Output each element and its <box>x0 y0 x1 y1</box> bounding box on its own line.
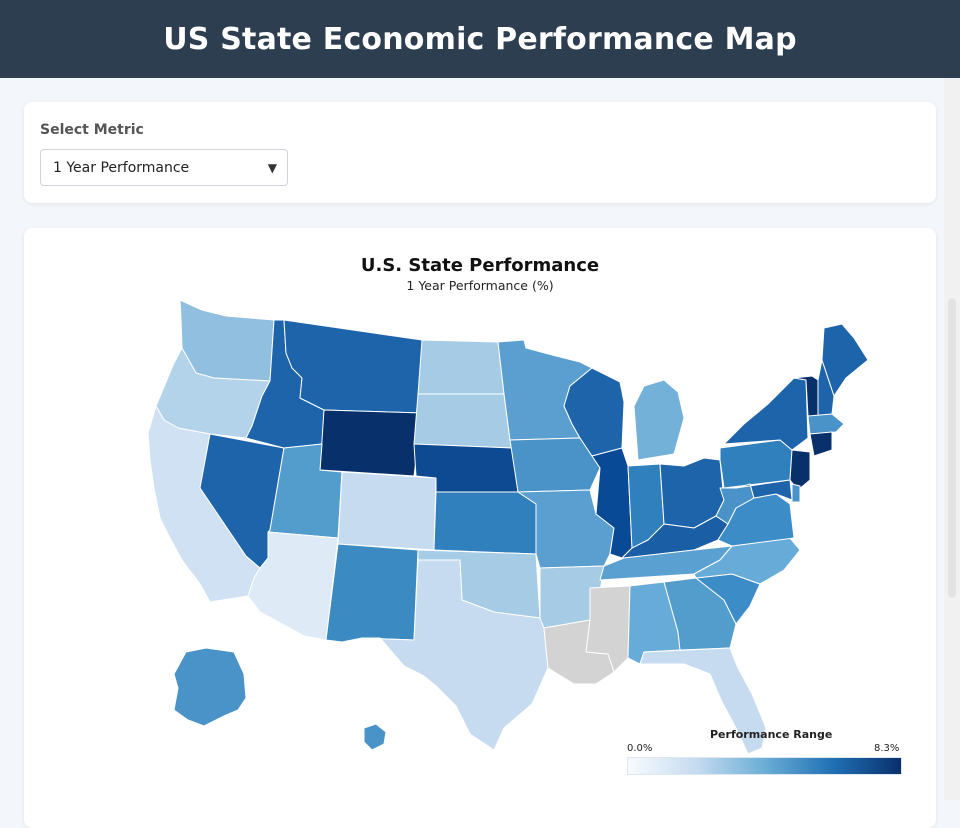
state-FL[interactable] <box>639 647 767 755</box>
state-MD[interactable] <box>735 479 793 501</box>
legend-title: Performance Range <box>710 728 833 741</box>
state-MA[interactable] <box>807 413 845 435</box>
state-IL[interactable] <box>591 447 633 559</box>
page-title: US State Economic Performance Map <box>163 21 797 57</box>
state-NH[interactable] <box>817 359 835 417</box>
state-ND[interactable] <box>417 339 505 395</box>
vertical-scrollbar[interactable] <box>944 78 960 800</box>
state-ME[interactable] <box>821 323 869 397</box>
page-header: US State Economic Performance Map <box>0 0 960 78</box>
metric-select-label: Select Metric <box>40 122 144 138</box>
state-CA[interactable] <box>147 405 261 603</box>
state-TX[interactable] <box>361 559 549 751</box>
state-HI[interactable] <box>363 723 387 751</box>
map-subtitle: 1 Year Performance (%) <box>406 278 554 293</box>
state-MO[interactable] <box>517 489 615 569</box>
state-SD[interactable] <box>413 393 513 449</box>
state-MT[interactable] <box>283 319 423 414</box>
metric-select[interactable]: 1 Year Performance ▼ <box>40 149 288 186</box>
scrollbar-thumb[interactable] <box>948 298 956 598</box>
map-card: U.S. State Performance 1 Year Performanc… <box>24 228 936 828</box>
state-CO[interactable] <box>337 471 437 551</box>
state-NY[interactable] <box>723 377 809 451</box>
chevron-down-icon: ▼ <box>267 160 277 175</box>
state-WY[interactable] <box>319 409 423 477</box>
state-CT[interactable] <box>809 431 833 457</box>
legend-min-label: 0.0% <box>627 743 653 754</box>
state-WI[interactable] <box>563 367 625 457</box>
metric-controls-card: Select Metric 1 Year Performance ▼ <box>24 102 936 203</box>
metric-select-value: 1 Year Performance <box>53 159 190 176</box>
legend-color-bar <box>627 757 902 775</box>
state-NM[interactable] <box>325 543 419 643</box>
state-NC[interactable] <box>693 537 801 585</box>
map-title: U.S. State Performance <box>360 255 600 276</box>
state-KS[interactable] <box>433 491 537 555</box>
us-choropleth-map <box>147 299 869 755</box>
state-MI[interactable] <box>633 379 685 461</box>
legend-max-label: 8.3% <box>874 743 900 754</box>
state-AK[interactable] <box>173 647 247 727</box>
state-DE[interactable] <box>791 483 801 503</box>
state-NJ[interactable] <box>789 449 811 491</box>
